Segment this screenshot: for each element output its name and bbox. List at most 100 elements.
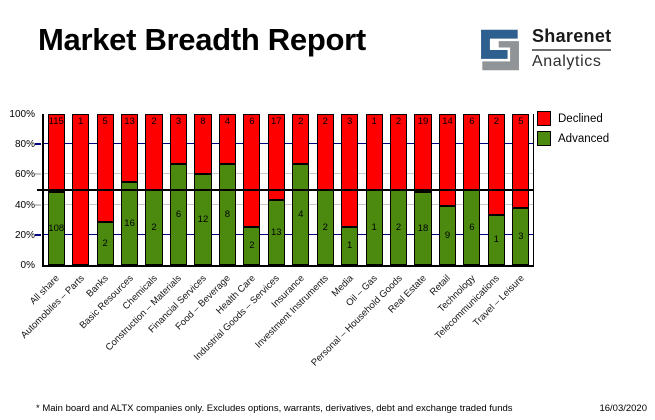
declined-count: 5 [518,116,524,127]
page-title: Market Breadth Report [38,22,366,57]
advanced-segment: 6 [463,189,481,265]
gridline-80 [44,143,533,145]
declined-count: 3 [175,116,182,127]
y-axis-label: 80% [14,139,35,151]
declined-count: 2 [298,116,304,127]
declined-count: 8 [200,116,206,127]
advanced-count: 2 [151,221,157,233]
declined-segment: 6 [243,114,261,228]
footnote: * Main board and ALTX companies only. Ex… [36,403,513,414]
stacked-bar: 8 12 [194,114,212,265]
declined-count: 17 [271,116,282,127]
legend-label: Advanced [558,132,610,145]
advanced-segment: 6 [169,164,188,265]
stacked-bar: 115 108 [47,114,65,265]
logo-glyph-top [481,29,518,59]
declined-segment: 5 [512,114,530,209]
report-date: 16/03/2020 [599,403,647,414]
legend: Declined Advanced [537,111,609,151]
stacked-bar: 17 13 [267,114,285,265]
declined-count: 13 [124,116,135,127]
declined-count: 4 [224,116,231,127]
legend-item-declined: Declined [537,111,609,126]
declined-count: 19 [417,116,429,127]
y-axis: 0% 20% 40% 60% 80% 100% [0,109,41,271]
advanced-segment: 2 [96,221,114,265]
advanced-count: 6 [175,208,182,220]
declined-segment: 13 [121,114,139,182]
bar-column: 8 12 [191,114,215,265]
gridline-20 [44,233,533,235]
logo-divider [532,48,612,51]
declined-count: 2 [151,116,157,127]
advanced-count: 2 [102,237,108,249]
legend-swatch-declined [537,111,551,126]
advanced-count: 6 [469,221,475,233]
declined-count: 2 [493,116,500,127]
declined-segment: 2 [316,114,334,190]
advanced-segment: 2 [316,189,334,265]
declined-count: 6 [469,116,475,127]
advanced-count: 18 [417,222,429,234]
declined-segment: 2 [292,114,310,165]
y-axis-label: 0% [20,260,35,271]
logo-text: Sharenet Analytics [532,26,612,70]
gridline-40 [44,203,533,205]
logo-brand-sub: Analytics [532,52,602,70]
bar-column: 115 108 [44,114,68,265]
advanced-segment: 2 [145,189,163,265]
plot-area: 115 108 1 5 2 13 16 2 2 3 6 8 12 4 8 6 2 17 13 2 4 2 2 3 1 1 1 2 2 19… [37,114,534,267]
logo-glyph-bottom [482,41,519,71]
advanced-count: 4 [298,208,304,220]
declined-segment: 115 [47,114,65,192]
legend-swatch-advanced [537,131,551,146]
advanced-segment: 4 [292,164,310,265]
y-axis-tick [35,233,41,236]
legend-label: Declined [558,112,603,125]
advanced-count: 2 [249,240,255,252]
sharenet-logo-icon [481,29,519,71]
advanced-segment: 3 [512,208,530,265]
declined-count: 115 [48,116,64,127]
declined-segment: 4 [218,114,236,165]
y-axis-label: 60% [14,169,35,181]
declined-count: 5 [102,116,108,127]
bar-column: 13 16 [117,114,141,265]
advanced-count: 108 [48,222,65,234]
legend-item-advanced: Advanced [537,131,609,146]
declined-count: 3 [347,116,353,127]
declined-segment: 17 [267,114,285,200]
bar-column: 14 9 [435,114,459,265]
advanced-count: 9 [444,229,451,241]
declined-segment: 2 [487,114,505,215]
advanced-segment: 1 [365,189,383,265]
declined-count: 2 [322,116,328,127]
advanced-segment: 9 [438,205,457,265]
advanced-segment: 16 [121,181,139,265]
stacked-bar: 19 18 [414,114,432,265]
bar-column: 19 18 [411,114,435,265]
advanced-count: 1 [371,221,377,233]
declined-segment: 3 [169,114,188,165]
gridline-60 [44,173,533,175]
y-axis-tick [35,143,41,146]
advanced-segment: 2 [243,227,261,265]
advanced-count: 2 [322,221,328,233]
advanced-count: 8 [224,208,231,220]
advanced-count: 12 [197,213,209,225]
